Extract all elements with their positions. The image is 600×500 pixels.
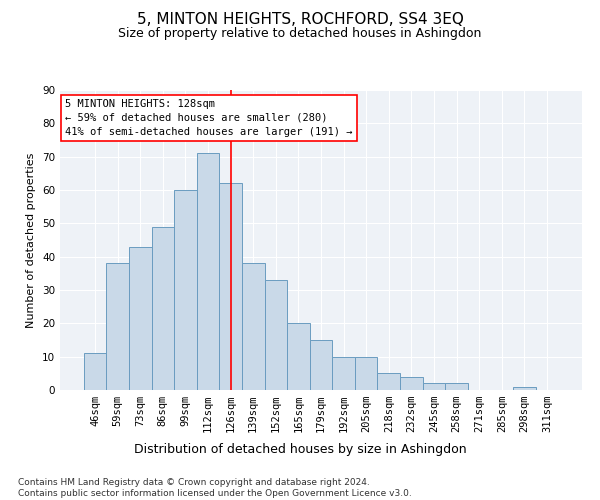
Bar <box>174 190 197 390</box>
Text: Size of property relative to detached houses in Ashingdon: Size of property relative to detached ho… <box>118 28 482 40</box>
Bar <box>287 324 310 390</box>
Text: Contains HM Land Registry data © Crown copyright and database right 2024.
Contai: Contains HM Land Registry data © Crown c… <box>18 478 412 498</box>
Bar <box>355 356 377 390</box>
Bar <box>513 386 536 390</box>
Bar <box>422 384 445 390</box>
Bar <box>106 264 129 390</box>
Bar <box>377 374 400 390</box>
Y-axis label: Number of detached properties: Number of detached properties <box>26 152 37 328</box>
Bar <box>265 280 287 390</box>
Bar <box>310 340 332 390</box>
Bar <box>400 376 422 390</box>
Bar <box>129 246 152 390</box>
Bar <box>84 354 106 390</box>
Bar <box>197 154 220 390</box>
Text: 5, MINTON HEIGHTS, ROCHFORD, SS4 3EQ: 5, MINTON HEIGHTS, ROCHFORD, SS4 3EQ <box>137 12 463 28</box>
Bar <box>332 356 355 390</box>
Bar <box>445 384 468 390</box>
Text: 5 MINTON HEIGHTS: 128sqm
← 59% of detached houses are smaller (280)
41% of semi-: 5 MINTON HEIGHTS: 128sqm ← 59% of detach… <box>65 99 353 137</box>
Bar <box>220 184 242 390</box>
Bar <box>242 264 265 390</box>
Bar <box>152 226 174 390</box>
Text: Distribution of detached houses by size in Ashingdon: Distribution of detached houses by size … <box>134 442 466 456</box>
